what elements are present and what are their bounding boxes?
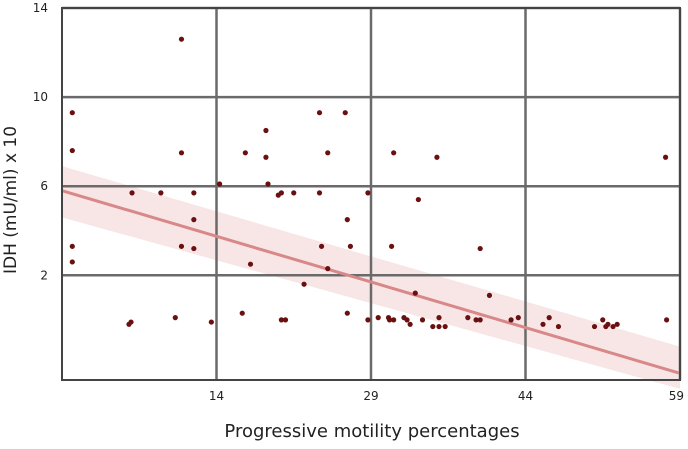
- data-point-70: [605, 321, 611, 327]
- data-points: [69, 36, 670, 330]
- y-tick-label-0: 2: [40, 268, 48, 282]
- data-point-48: [407, 321, 413, 327]
- data-point-30: [316, 190, 323, 196]
- data-point-0: [69, 110, 75, 116]
- data-point-18: [247, 261, 254, 267]
- data-point-3: [69, 259, 75, 265]
- data-point-50: [415, 196, 421, 203]
- data-point-67: [591, 323, 598, 330]
- data-point-39: [365, 317, 371, 323]
- data-point-53: [434, 154, 440, 160]
- data-point-1: [69, 147, 75, 154]
- data-point-12: [191, 190, 197, 196]
- plot-frame: [61, 7, 681, 381]
- data-point-63: [515, 315, 521, 321]
- data-point-32: [325, 150, 331, 156]
- data-point-57: [465, 315, 471, 321]
- data-point-29: [316, 110, 323, 116]
- regression-line-segment: [61, 189, 681, 375]
- data-point-74: [664, 317, 670, 323]
- data-point-16: [216, 181, 223, 187]
- data-point-14: [191, 245, 197, 252]
- data-point-47: [404, 317, 410, 323]
- data-point-37: [344, 310, 350, 316]
- x-tick-label-1: 29: [363, 389, 378, 403]
- data-point-11: [178, 243, 185, 249]
- data-point-43: [389, 243, 395, 249]
- data-point-42: [386, 317, 393, 323]
- y-tick-labels: 2 6 10 14: [33, 1, 48, 282]
- data-point-52: [430, 323, 436, 330]
- data-point-9: [178, 36, 185, 42]
- data-point-59: [477, 245, 483, 252]
- data-point-31: [318, 243, 325, 249]
- x-tick-label-0: 14: [209, 389, 224, 403]
- data-point-8: [172, 315, 178, 321]
- data-point-62: [508, 317, 514, 323]
- data-point-27: [291, 190, 297, 196]
- regression-line: [61, 189, 681, 375]
- data-point-19: [263, 127, 269, 134]
- data-point-38: [365, 190, 371, 196]
- data-point-40: [375, 315, 381, 321]
- data-point-72: [614, 321, 620, 327]
- data-point-34: [342, 110, 348, 116]
- data-point-54: [436, 315, 442, 321]
- data-point-55: [436, 323, 442, 330]
- data-point-6: [129, 190, 135, 196]
- data-point-56: [442, 323, 448, 330]
- data-point-49: [412, 290, 418, 296]
- x-tick-label-2: 44: [518, 389, 533, 403]
- x-tick-label-3: 59: [669, 389, 684, 403]
- data-point-26: [282, 317, 289, 323]
- data-point-64: [540, 321, 546, 327]
- data-point-73: [662, 154, 669, 160]
- data-point-15: [208, 319, 214, 325]
- data-point-28: [301, 281, 307, 287]
- data-point-7: [158, 190, 164, 196]
- data-point-45: [391, 317, 397, 323]
- data-point-20: [263, 154, 269, 160]
- data-point-17: [242, 150, 248, 156]
- data-point-5: [128, 319, 134, 325]
- y-axis-label: IDH (mU/ml) x 10: [1, 126, 21, 274]
- data-point-21: [265, 181, 271, 187]
- data-point-60: [477, 317, 483, 323]
- data-point-13: [191, 217, 197, 223]
- data-point-44: [391, 150, 397, 156]
- plot-border: [61, 7, 681, 381]
- data-point-35: [344, 217, 350, 223]
- data-point-10: [178, 150, 185, 156]
- data-point-65: [546, 315, 552, 321]
- data-point-58: [473, 317, 479, 323]
- data-point-71: [610, 323, 616, 330]
- data-point-24: [278, 190, 284, 196]
- data-point-66: [555, 323, 562, 330]
- data-point-36: [347, 243, 353, 249]
- data-point-25: [278, 317, 284, 323]
- y-tick-label-2: 10: [33, 90, 48, 104]
- data-point-51: [419, 317, 426, 323]
- x-tick-labels: 14 29 44 59: [209, 389, 684, 403]
- data-point-61: [486, 292, 493, 298]
- y-tick-label-1: 6: [40, 179, 48, 193]
- data-point-2: [69, 243, 75, 249]
- data-point-33: [325, 266, 331, 272]
- data-point-68: [600, 317, 606, 323]
- data-point-22: [239, 310, 245, 316]
- x-axis-label: Progressive motility percentages: [224, 421, 519, 442]
- y-tick-label-3: 14: [33, 1, 48, 15]
